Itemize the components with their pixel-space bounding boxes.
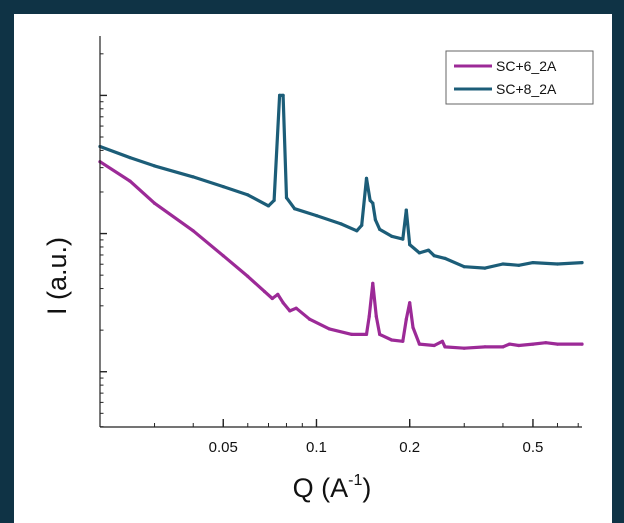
axes-layer: 0.05 0.1 0.2 0.5	[99, 36, 582, 456]
data-point	[293, 207, 297, 211]
data-point	[531, 342, 535, 346]
data-point	[501, 262, 505, 266]
data-point	[339, 222, 343, 226]
data-point	[276, 292, 280, 296]
data-point	[128, 156, 132, 160]
data-point	[263, 290, 267, 294]
data-point	[417, 251, 421, 255]
data-point	[278, 93, 282, 97]
data-point	[364, 332, 369, 336]
data-point	[555, 262, 560, 266]
x-tick-label: 0.05	[209, 439, 238, 456]
data-point	[288, 309, 292, 313]
data-point	[443, 345, 447, 349]
data-point	[355, 229, 359, 233]
y-axis-title: I (a.u.)	[42, 237, 72, 315]
data-point	[294, 306, 298, 310]
data-point	[404, 208, 408, 212]
data-point	[517, 343, 521, 348]
data-point	[360, 223, 364, 227]
data-point	[501, 345, 505, 349]
data-point	[390, 338, 394, 342]
data-point	[401, 339, 405, 343]
legend-label-sc8: SC+8_2A	[496, 81, 557, 97]
data-point	[531, 261, 535, 265]
data-point	[367, 314, 371, 319]
data-point	[390, 234, 394, 238]
x-axis-title-sup: -1	[348, 472, 362, 489]
data-point	[246, 274, 250, 278]
data-point	[350, 332, 354, 336]
x-axis-title: Q (A-1)	[293, 472, 372, 503]
data-point	[408, 301, 412, 305]
series-layer	[98, 93, 584, 350]
data-point	[272, 198, 276, 202]
data-point	[408, 243, 412, 247]
data-point	[327, 327, 331, 331]
figure-panel: 0.05 0.1 0.2 0.5 SC+6_2A SC+8_2A I (a.u.) Q…	[14, 14, 612, 523]
data-point	[284, 196, 289, 200]
x-tick-label: 0.5	[523, 439, 544, 456]
x-axis-title-main: Q (A	[293, 473, 349, 503]
legend-box	[445, 50, 594, 105]
data-point	[371, 281, 375, 285]
data-point	[221, 254, 225, 258]
x-tick-label: 0.1	[306, 439, 327, 456]
data-point	[152, 201, 157, 205]
data-point	[483, 266, 487, 270]
data-point	[401, 237, 405, 241]
data-point	[281, 93, 285, 97]
data-point	[555, 342, 560, 346]
data-point	[191, 175, 195, 179]
data-point	[426, 248, 431, 252]
data-point	[364, 176, 369, 180]
data-point	[432, 343, 436, 348]
data-point	[374, 314, 378, 319]
x-tick-label: 0.2	[399, 439, 420, 456]
data-point	[378, 227, 382, 231]
series-line-sc6	[98, 160, 584, 350]
data-point	[281, 301, 285, 305]
data-point	[373, 218, 377, 222]
data-point	[517, 263, 521, 267]
data-point	[462, 346, 466, 350]
data-point	[308, 317, 312, 321]
data-point	[404, 317, 408, 321]
data-point	[371, 201, 375, 205]
chart: 0.05 0.1 0.2 0.5 SC+6_2A SC+8_2A I (a.u.) Q…	[42, 36, 594, 503]
data-point	[507, 342, 512, 346]
series-line-sc8	[98, 93, 584, 270]
data-point	[378, 332, 382, 336]
data-point	[544, 341, 548, 345]
data-point	[462, 265, 466, 269]
data-point	[443, 256, 447, 260]
data-point	[221, 185, 225, 189]
data-point	[128, 179, 132, 183]
data-point	[580, 342, 584, 346]
data-point	[440, 339, 444, 343]
data-point	[152, 164, 157, 168]
data-point	[266, 204, 271, 208]
x-axis-title-end: )	[362, 473, 371, 503]
data-point	[417, 342, 421, 346]
data-point	[314, 214, 319, 218]
legend-label-sc6: SC+6_2A	[496, 58, 557, 74]
data-point	[432, 254, 436, 258]
data-point	[580, 261, 584, 265]
data-point	[411, 325, 415, 330]
data-point	[483, 345, 487, 349]
legend: SC+6_2A SC+8_2A	[445, 50, 594, 105]
data-point	[270, 296, 274, 301]
data-point	[191, 229, 195, 233]
data-point	[368, 198, 372, 202]
data-point	[246, 193, 250, 197]
